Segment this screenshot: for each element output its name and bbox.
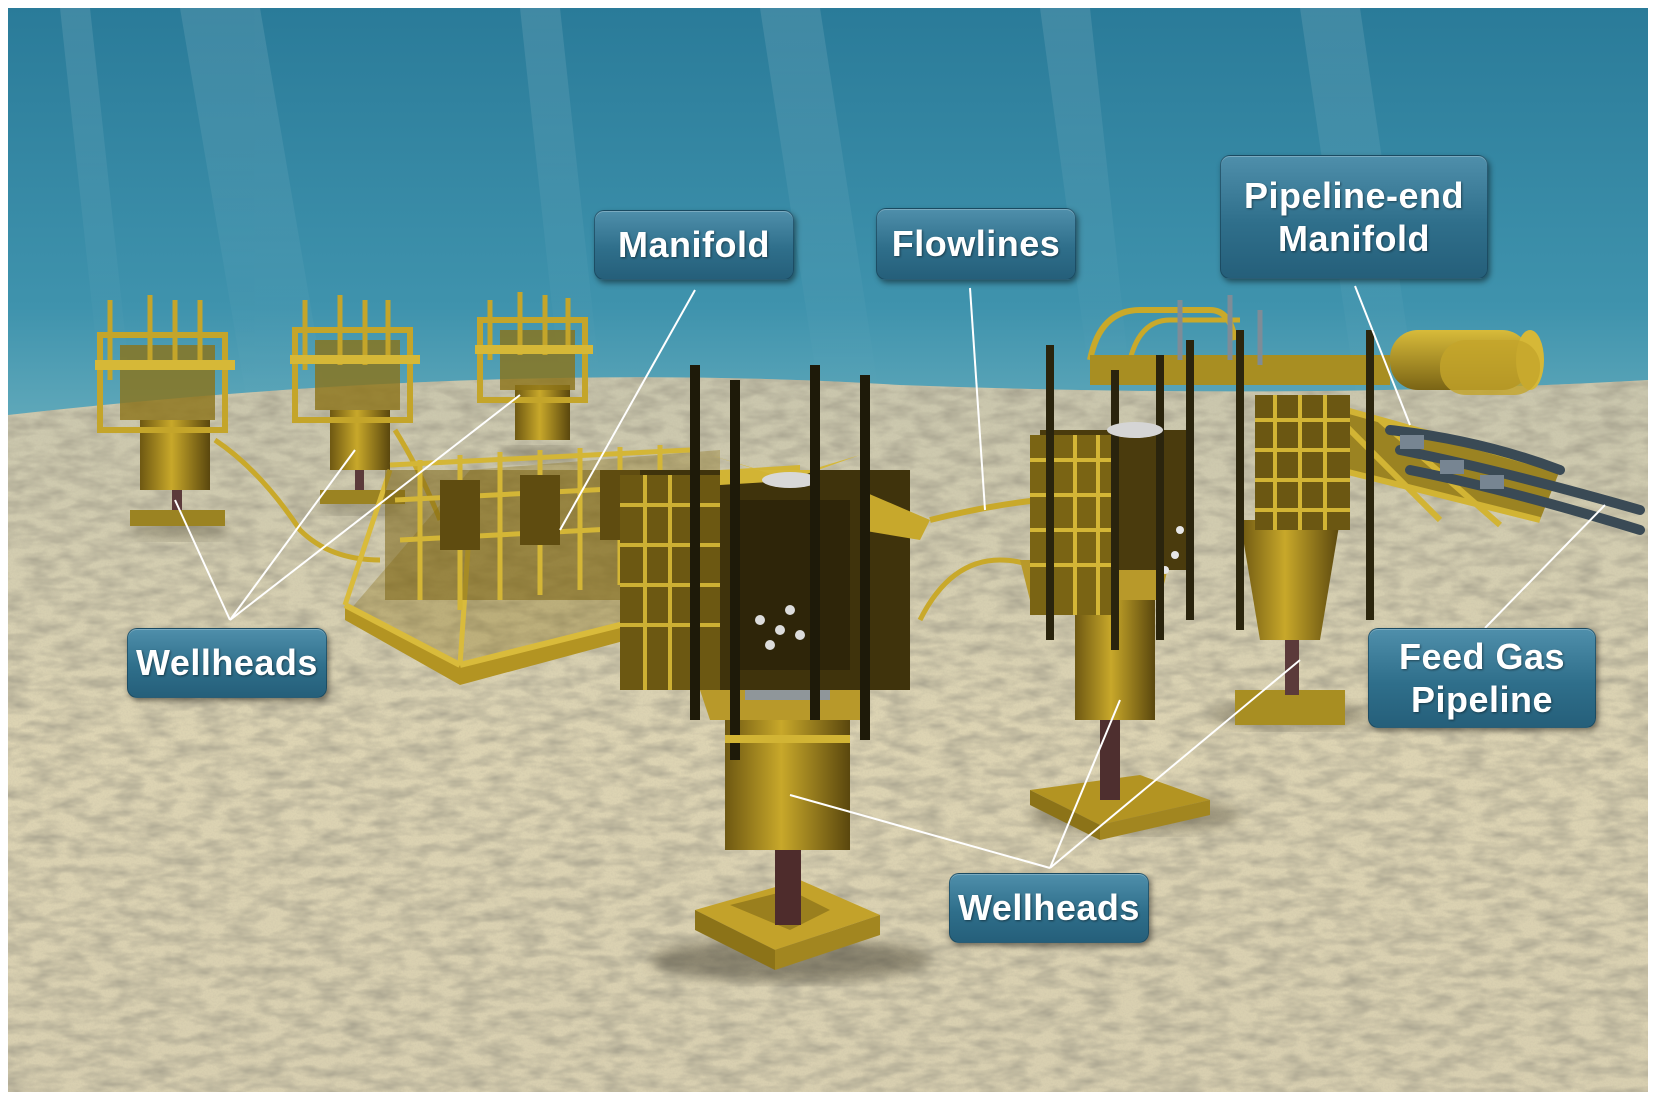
label-manifold: Manifold xyxy=(594,210,794,280)
leader-manifold xyxy=(559,289,696,531)
leader-feed-gas-pipeline xyxy=(1484,504,1606,629)
wellhead-tree-right-back xyxy=(1210,330,1374,729)
label-pipeline-end-manifold-line1: Pipeline-end xyxy=(1243,174,1465,216)
label-flowlines-text: Flowlines xyxy=(891,223,1061,265)
flowline-pipe xyxy=(929,497,1041,523)
label-feed-gas-pipeline-line2: Pipeline xyxy=(1410,679,1554,720)
label-pipeline-end-manifold-line2: Manifold xyxy=(1278,218,1430,259)
leader-pipeline-end-manifold xyxy=(1354,285,1411,426)
leader-wellheads-left-3 xyxy=(229,394,521,621)
leader-wellheads-center-2 xyxy=(1049,699,1121,869)
leader-wellheads-left-2 xyxy=(229,449,356,621)
leader-lines xyxy=(174,285,1606,869)
wellhead-tree-right-front xyxy=(1020,340,1240,840)
leader-wellheads-left-1 xyxy=(174,499,231,621)
wellhead-tree-center xyxy=(620,365,930,982)
label-feed-gas-pipeline: Feed Gas Pipeline xyxy=(1368,628,1596,728)
leader-wellheads-center-1 xyxy=(789,794,1051,869)
label-feed-gas-pipeline-line1: Feed Gas xyxy=(1398,635,1566,677)
label-pipeline-end-manifold: Pipeline-end Manifold xyxy=(1220,155,1488,279)
label-wellheads-left: Wellheads xyxy=(127,628,327,698)
label-wellheads-center-text: Wellheads xyxy=(958,887,1140,929)
label-flowlines: Flowlines xyxy=(876,208,1076,280)
label-wellheads-center: Wellheads xyxy=(949,873,1149,943)
label-manifold-text: Manifold xyxy=(618,224,770,266)
wellhead-tree-far-1 xyxy=(95,295,235,540)
leader-flowlines xyxy=(969,287,986,511)
leader-wellheads-center-3 xyxy=(1049,659,1301,869)
wellhead-tree-far-3 xyxy=(475,292,593,463)
label-wellheads-left-text: Wellheads xyxy=(136,642,318,684)
